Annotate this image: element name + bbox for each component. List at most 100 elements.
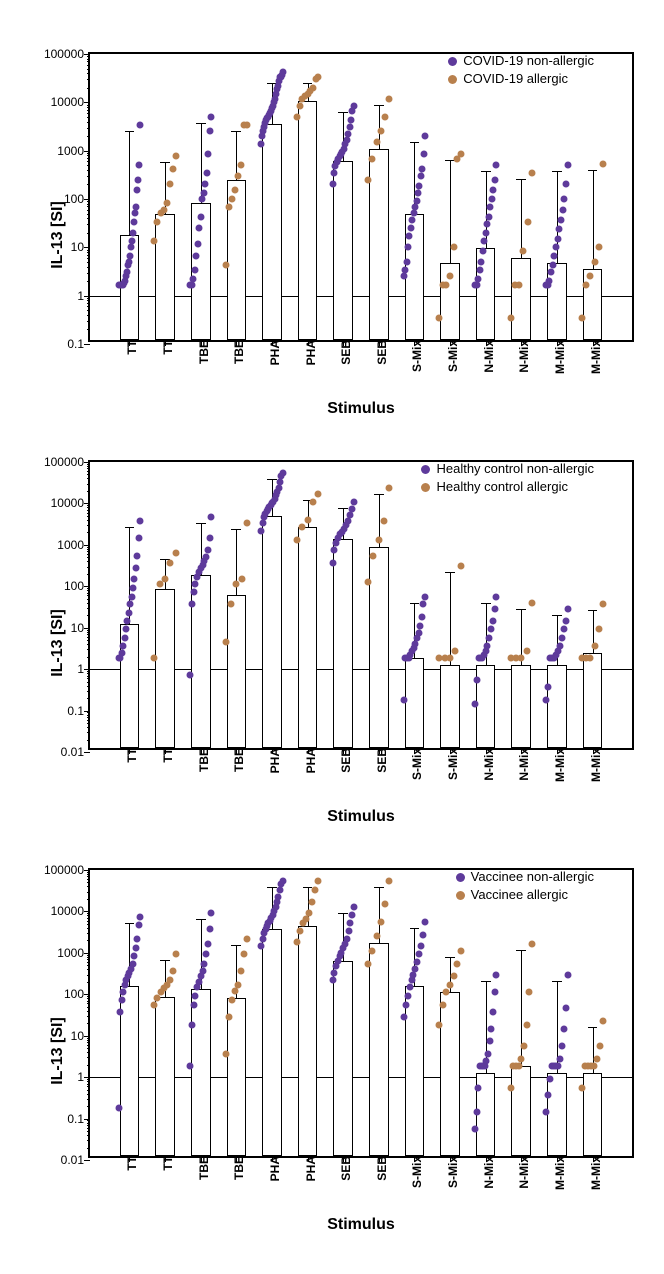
data-point — [476, 267, 483, 274]
data-point — [350, 498, 357, 505]
data-point — [381, 518, 388, 525]
data-point — [400, 1014, 407, 1021]
data-point — [481, 238, 488, 245]
data-point — [120, 989, 127, 996]
data-point — [134, 552, 141, 559]
data-point — [545, 1092, 552, 1099]
data-point — [412, 966, 419, 973]
data-point — [450, 244, 457, 251]
data-point — [493, 161, 500, 168]
data-point — [193, 252, 200, 259]
data-point — [447, 655, 454, 662]
data-point — [402, 267, 409, 274]
data-point — [345, 518, 352, 525]
data-point — [204, 940, 211, 947]
data-point — [296, 928, 303, 935]
bar — [369, 547, 389, 748]
data-point — [420, 931, 427, 938]
data-point — [309, 84, 316, 91]
data-point — [483, 1058, 490, 1065]
data-point — [400, 696, 407, 703]
data-point — [315, 73, 322, 80]
data-point — [365, 176, 372, 183]
data-point — [190, 1001, 197, 1008]
data-point — [258, 141, 265, 148]
data-point — [382, 901, 389, 908]
y-axis-label: IL-13 [SI] — [49, 201, 67, 269]
data-point — [373, 932, 380, 939]
data-point — [488, 626, 495, 633]
data-point — [523, 1021, 530, 1028]
data-point — [457, 562, 464, 569]
bar — [262, 929, 282, 1156]
data-point — [151, 1001, 158, 1008]
data-point — [347, 920, 354, 927]
bar — [583, 1073, 603, 1156]
data-point — [205, 151, 212, 158]
data-point — [473, 676, 480, 683]
data-point — [293, 113, 300, 120]
data-point — [482, 229, 489, 236]
data-point — [128, 593, 135, 600]
x-axis-label: Stimulus — [88, 400, 634, 418]
data-point — [154, 218, 161, 225]
data-point — [151, 655, 158, 662]
data-point — [561, 195, 568, 202]
data-point — [208, 909, 215, 916]
data-point — [244, 935, 251, 942]
data-point — [595, 626, 602, 633]
data-point — [163, 199, 170, 206]
data-point — [227, 601, 234, 608]
data-point — [475, 1084, 482, 1091]
data-point — [402, 1001, 409, 1008]
data-point — [439, 1001, 446, 1008]
data-point — [309, 498, 316, 505]
data-point — [556, 226, 563, 233]
data-point — [169, 165, 176, 172]
data-point — [507, 1084, 514, 1091]
data-point — [329, 181, 336, 188]
data-point — [199, 195, 206, 202]
data-point — [560, 1025, 567, 1032]
data-point — [382, 113, 389, 120]
data-point — [187, 1063, 194, 1070]
data-point — [473, 1108, 480, 1115]
data-point — [123, 269, 130, 276]
data-point — [166, 977, 173, 984]
data-point — [315, 877, 322, 884]
data-point — [524, 218, 531, 225]
data-point — [228, 996, 235, 1003]
data-point — [203, 170, 210, 177]
bar — [333, 161, 353, 340]
data-point — [135, 176, 142, 183]
data-point — [484, 642, 491, 649]
data-point — [516, 281, 523, 288]
data-point — [204, 547, 211, 554]
bar — [405, 986, 425, 1156]
data-point — [591, 258, 598, 265]
data-point — [309, 899, 316, 906]
data-point — [578, 1084, 585, 1091]
bar — [191, 989, 211, 1156]
data-point — [479, 247, 486, 254]
data-point — [414, 959, 421, 966]
data-point — [369, 948, 376, 955]
data-point — [447, 982, 454, 989]
data-point — [304, 516, 311, 523]
y-axis-label: IL-13 [SI] — [49, 609, 67, 677]
data-point — [125, 258, 132, 265]
plot-area: 0.010.1110100100010000100000TTTTTBETBEPH… — [88, 868, 634, 1158]
data-point — [551, 252, 558, 259]
data-point — [206, 926, 213, 933]
data-point — [546, 277, 553, 284]
data-point — [208, 514, 215, 521]
panel-vaccinee: Vaccinee non-allergicVaccinee allergicIL… — [10, 868, 654, 1234]
data-point — [518, 1055, 525, 1062]
data-point — [528, 170, 535, 177]
data-point — [331, 969, 338, 976]
data-point — [203, 951, 210, 958]
data-point — [447, 273, 454, 280]
data-point — [118, 650, 125, 657]
data-point — [345, 131, 352, 138]
data-point — [418, 613, 425, 620]
